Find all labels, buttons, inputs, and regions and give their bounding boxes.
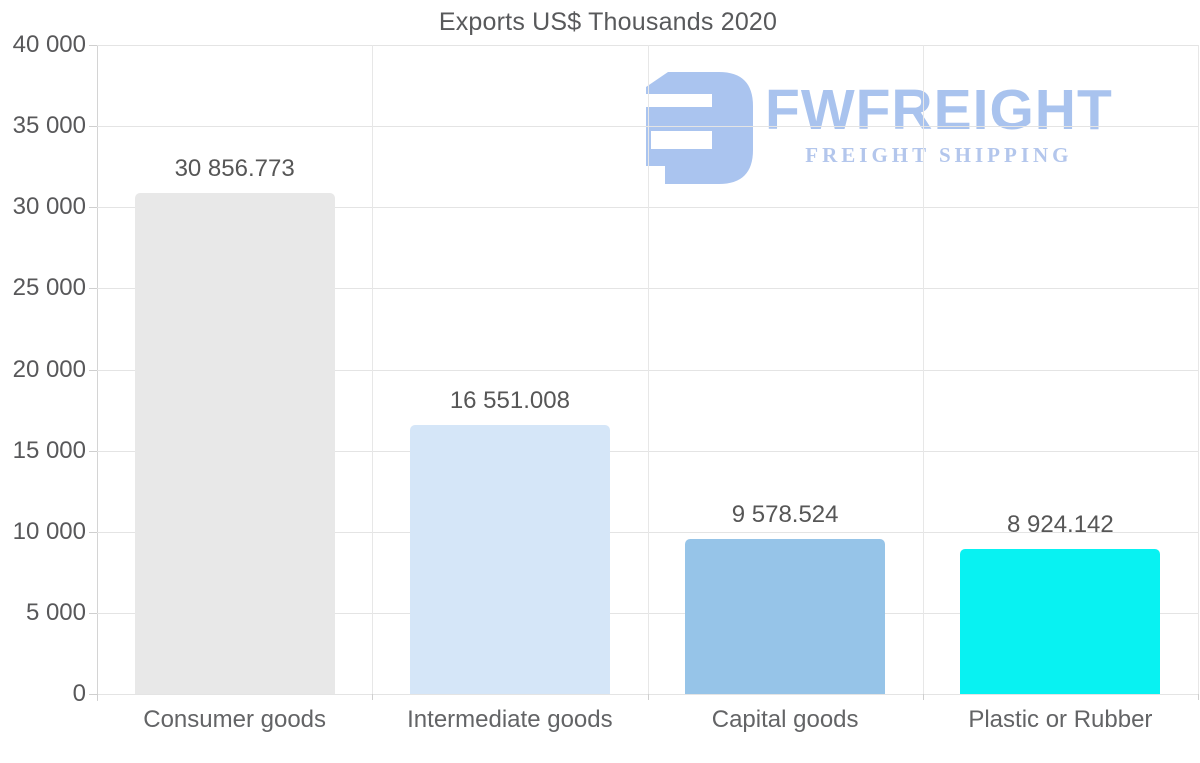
v-gridline <box>1198 45 1199 694</box>
logo-tagline: FREIGHT SHIPPING <box>805 143 1073 167</box>
x-category-label: Capital goods <box>711 706 859 733</box>
y-tick-label: 25 000 <box>12 274 86 302</box>
chart-title: Exports US$ Thousands 2020 <box>438 8 778 36</box>
y-tick-mark <box>89 450 97 452</box>
bar-value-label: 30 856.773 <box>174 155 295 183</box>
bar-slot: 9 578.524 <box>648 45 923 694</box>
y-tick-label: 0 <box>72 680 86 707</box>
y-tick-label: 30 000 <box>12 193 86 221</box>
y-tick-label: 15 000 <box>12 436 86 464</box>
v-gridline <box>922 45 924 694</box>
y-tick-mark <box>89 612 97 614</box>
y-tick-mark <box>89 126 97 128</box>
x-tick-mark <box>922 694 924 700</box>
y-tick-mark <box>89 45 97 46</box>
fwfreight-logo-icon <box>646 72 753 184</box>
logo-name: FWFREIGHT <box>765 78 1113 142</box>
logo-text-block: FWFREIGHT FREIGHT SHIPPING <box>765 70 1113 168</box>
y-tick-mark <box>89 207 97 209</box>
y-axis-line <box>97 45 98 701</box>
bar <box>409 425 610 694</box>
bar-slot: 16 551.008 <box>372 45 647 694</box>
bar-slot: 30 856.773 <box>97 45 372 694</box>
y-tick-label: 40 000 <box>12 31 86 58</box>
x-category-label: Consumer goods <box>143 706 327 733</box>
bar <box>685 538 886 694</box>
y-tick-label: 20 000 <box>12 355 86 383</box>
x-tick-mark <box>647 694 649 700</box>
y-tick-label: 10 000 <box>12 517 86 545</box>
x-category-label: Plastic or Rubber <box>968 706 1153 733</box>
y-tick-mark <box>89 694 97 695</box>
v-gridline <box>372 45 374 694</box>
bar-value-label: 16 551.008 <box>449 387 570 415</box>
x-category-label: Intermediate goods <box>407 706 613 733</box>
x-tick-mark <box>1198 694 1199 700</box>
x-tick-mark <box>97 694 98 700</box>
bar-value-label: 9 578.524 <box>731 500 839 528</box>
bar <box>960 549 1161 694</box>
y-axis-labels: 0 5 000 10 000 15 000 20 000 25 000 30 000 35 0… <box>0 31 86 707</box>
y-tick-mark <box>89 288 97 290</box>
fwfreight-logo: FWFREIGHT FREIGHT SHIPPING <box>645 70 1113 184</box>
x-axis-labels: Consumer goods Intermediate goods Capital … <box>97 706 1198 742</box>
x-tick-mark <box>372 694 374 700</box>
y-tick-mark <box>89 531 97 533</box>
y-tick-label: 5 000 <box>25 598 86 626</box>
y-tick-mark <box>89 369 97 371</box>
bar <box>134 193 335 694</box>
bar-slot: 8 924.142 <box>923 45 1198 694</box>
y-tick-label: 35 000 <box>12 112 86 140</box>
v-gridline <box>647 45 649 694</box>
bar-value-label: 8 924.142 <box>1006 511 1114 539</box>
